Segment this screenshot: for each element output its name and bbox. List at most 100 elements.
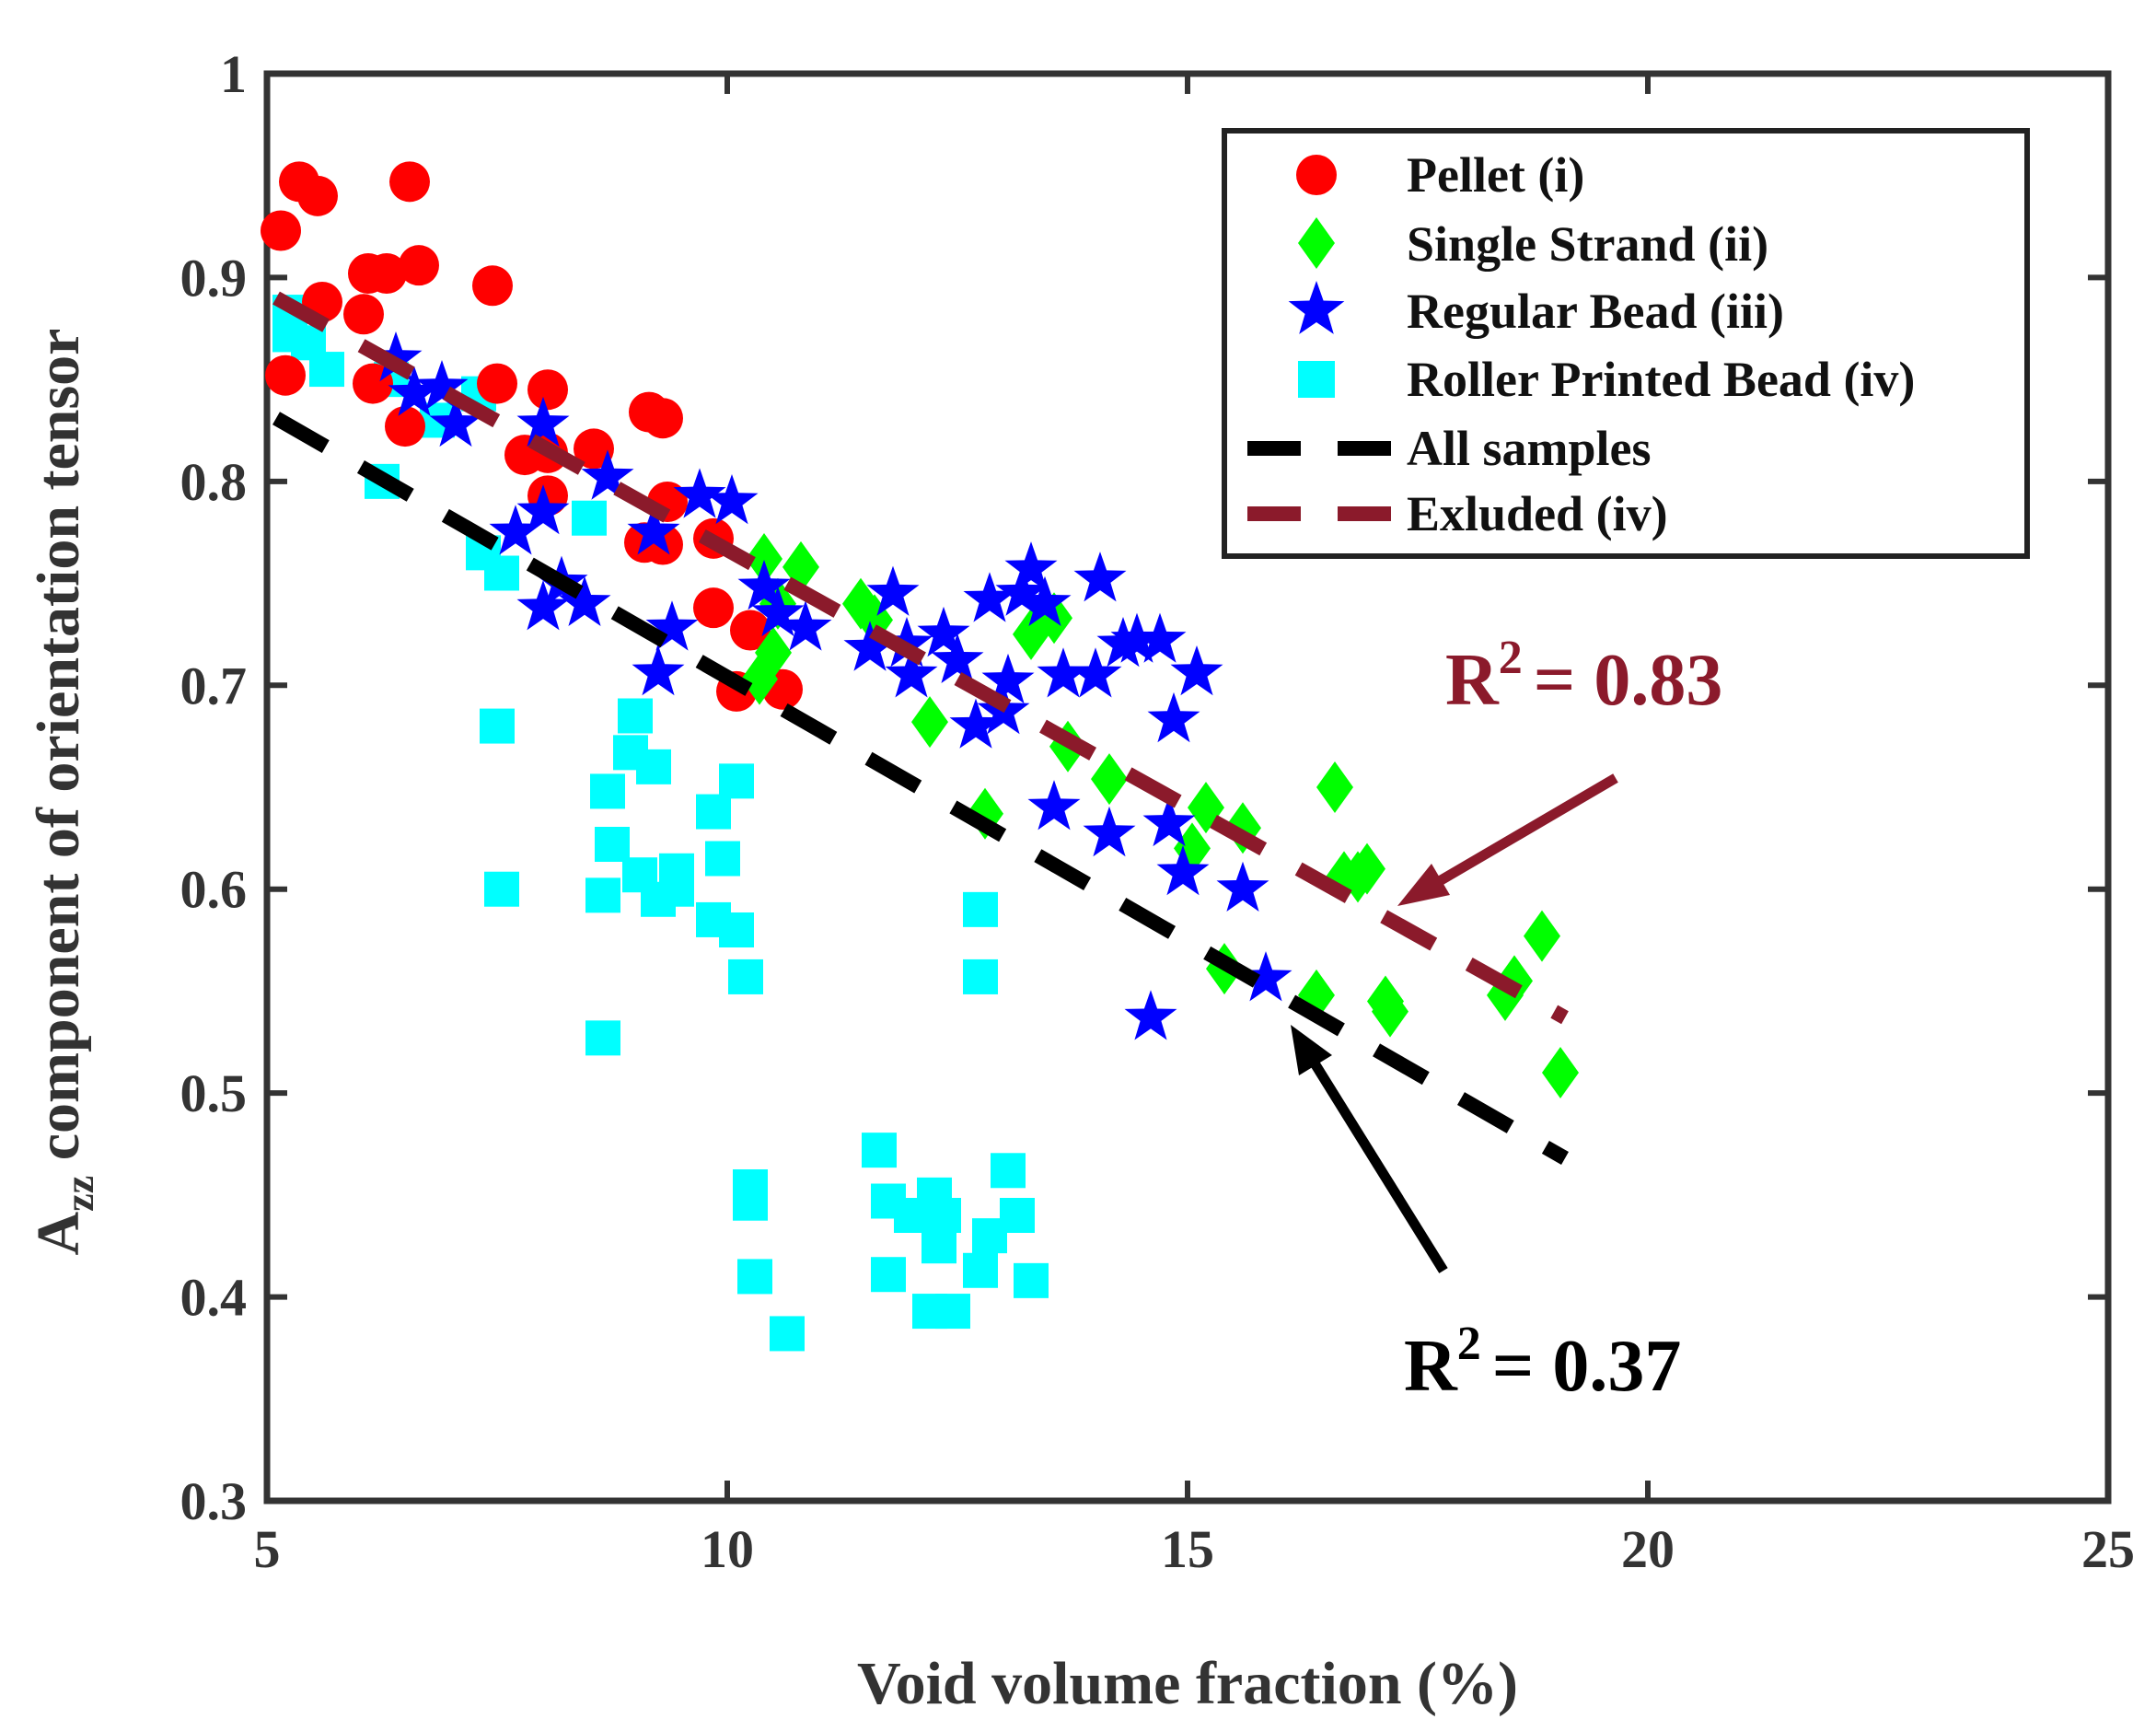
regular-bead-point: [581, 449, 634, 500]
regular-bead-point: [885, 647, 938, 698]
legend-single-strand-label: Single Strand (ii): [1407, 216, 1768, 272]
roller-printed-point: [728, 958, 763, 994]
roller-printed-point: [480, 708, 515, 744]
roller-printed-point: [484, 871, 519, 907]
regular-bead-point: [1133, 612, 1187, 663]
regular-bead-point: [751, 586, 805, 637]
legend-single-strand-marker: [1298, 217, 1335, 269]
single-strand-point: [1091, 753, 1128, 806]
regular-bead-point: [558, 575, 611, 626]
r2-all-prefix: R: [1404, 1326, 1458, 1407]
roller-printed-point: [309, 352, 344, 388]
regular-bead-point: [866, 565, 920, 616]
roller-printed-point: [733, 1185, 768, 1221]
roller-printed-point: [737, 1259, 772, 1295]
pellet-point: [643, 398, 683, 439]
r2-excluded-arrowhead: [1397, 864, 1450, 906]
r2-all-value: = 0.37: [1492, 1326, 1682, 1407]
roller-printed-point: [1000, 1198, 1035, 1233]
roller-printed-point: [590, 773, 625, 809]
x-tick-label: 10: [701, 1519, 754, 1579]
regular-bead-point: [516, 396, 570, 447]
regular-bead-point: [1037, 647, 1090, 698]
regular-bead-point: [1147, 691, 1200, 743]
x-tick-label: 25: [2081, 1519, 2135, 1579]
single-strand-point: [746, 533, 782, 585]
single-strand-point: [1372, 985, 1408, 1038]
r2-all-arrowhead: [1291, 1025, 1332, 1075]
pellet-point: [399, 245, 439, 286]
pellet-point: [472, 265, 513, 307]
y-axis-title-sub: zz: [57, 1176, 102, 1212]
regular-bead-point: [1069, 647, 1122, 698]
pellet-point: [261, 210, 301, 251]
legend-pellet-marker: [1296, 155, 1337, 195]
regular-bead-point: [516, 484, 570, 535]
legend-excluded-label: Exluded (iv): [1407, 486, 1668, 541]
regular-bead-point: [1156, 845, 1210, 896]
single-strand-point: [911, 696, 948, 749]
regular-bead-point: [489, 505, 542, 555]
regular-bead-point: [843, 621, 897, 671]
r2-all-sup: 2: [1457, 1318, 1481, 1370]
regular-bead-point: [917, 606, 970, 657]
regular-bead-point: [963, 572, 1016, 622]
roller-printed-point: [963, 891, 998, 927]
regular-bead-point: [1124, 990, 1177, 1040]
roller-printed-point: [572, 500, 607, 536]
regular-bead-point: [995, 565, 1049, 616]
legend-regular-bead-label: Regular Bead (iii): [1407, 284, 1784, 339]
roller-printed-point: [659, 853, 694, 889]
axis-ticks: 5 10 15 20 25 0.3 0.4 0.5 0.6 0.7 0.8 0.9 1: [180, 44, 2136, 1579]
regular-bead-point: [705, 474, 759, 525]
regular-bead-point: [1170, 645, 1223, 696]
regular-bead-point: [1216, 861, 1269, 912]
x-axis-title: Void volume fraction (%): [857, 1650, 1518, 1717]
roller-printed-point: [696, 794, 731, 830]
roller-printed-point: [922, 1228, 956, 1264]
roller-printed-point: [595, 827, 630, 862]
roller-printed-point: [991, 1153, 1026, 1189]
regular-bead-point: [1142, 796, 1196, 847]
regular-bead-point: [429, 396, 482, 447]
roller-printed-point: [719, 912, 754, 947]
pellet-point: [693, 587, 734, 629]
regular-bead-point: [645, 600, 699, 651]
legend: Pellet (i) Single Strand (ii) Regular Be…: [1222, 128, 2030, 559]
legend-roller-printed-label: Roller Printed Bead (iv): [1407, 352, 1915, 407]
roller-printed-point: [585, 1020, 620, 1056]
regular-bead-point: [632, 645, 685, 696]
pellet-point: [477, 363, 517, 404]
roller-printed-point: [636, 749, 671, 784]
r2-excluded-arrow: [1397, 773, 1618, 906]
legend-all-samples-label: All samples: [1407, 421, 1652, 476]
pellet-point: [730, 610, 771, 651]
y-axis-title: Azz component of orientation tensor: [25, 329, 102, 1256]
pellet-point: [343, 294, 384, 335]
regular-bead-point: [981, 653, 1035, 704]
x-tick-label: 15: [1161, 1519, 1214, 1579]
fit-lines: [272, 291, 1569, 1165]
single-strand-point: [1316, 761, 1353, 813]
roller-printed-point: [1014, 1262, 1049, 1298]
r2-excluded-label: R2 = 0.83: [1445, 632, 1722, 721]
single-strand-point: [741, 653, 778, 705]
regular-bead-point: [673, 468, 726, 518]
y-tick-label: 0.8: [180, 452, 248, 512]
r2-all-arrow: [1291, 1025, 1448, 1273]
pellet-point: [297, 175, 338, 216]
regular-bead-point: [1073, 552, 1127, 602]
y-tick-label: 0.7: [180, 656, 248, 715]
pellet-point: [389, 161, 430, 203]
y-axis-title-main: A: [25, 1211, 92, 1255]
y-tick-label: 0.9: [180, 248, 248, 308]
roller-printed-point: [705, 841, 740, 877]
pellet-point: [385, 406, 425, 447]
roller-printed-point: [585, 877, 620, 913]
regular-bead-point: [931, 633, 984, 683]
regular-bead-point: [627, 505, 680, 555]
r2-excluded-prefix: R: [1445, 640, 1500, 721]
y-tick-label: 0.6: [180, 860, 248, 920]
regular-bead-point: [1018, 575, 1072, 626]
